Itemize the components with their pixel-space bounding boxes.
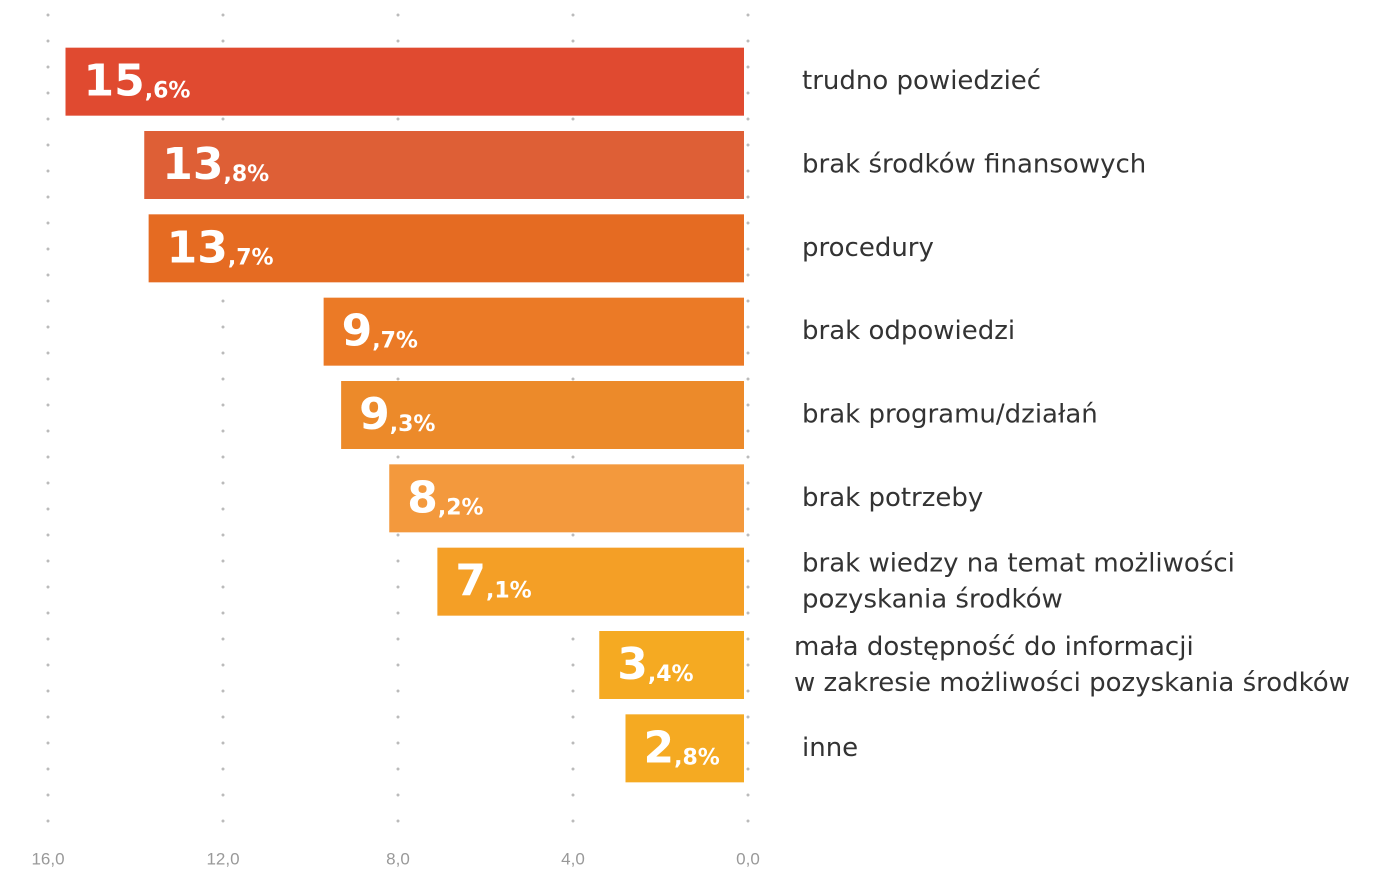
x-tick-label: 12,0 [206,849,239,868]
category-label: mała dostępność do informacji w zakresie … [794,632,1350,698]
bar [65,47,744,116]
bar [148,214,744,283]
category-label: brak programu/działań [802,400,1098,430]
bar [599,631,744,699]
value-label: 8,2% [407,472,483,523]
value-label: 9,3% [359,389,435,440]
bar [144,131,744,199]
x-tick-label: 16,0 [31,849,64,868]
value-label: 3,4% [617,639,693,690]
bar [389,464,744,533]
bar [323,297,744,366]
bar [341,381,744,449]
bar [437,547,744,616]
category-label: procedury [802,233,934,263]
bar [625,714,744,783]
x-tick-label: 8,0 [386,849,410,868]
value-label: 7,1% [455,556,531,607]
value-label: 15,6% [84,56,191,107]
category-label: brak środków finansowych [802,150,1146,180]
value-label: 13,8% [162,139,269,190]
value-label: 13,7% [167,222,274,273]
value-label: 9,7% [342,306,418,357]
x-tick-label: 0,0 [736,849,760,868]
category-label: brak potrzeby [802,483,983,513]
x-tick-label: 4,0 [561,849,585,868]
category-label: brak odpowiedzi [802,316,1015,346]
category-label: brak wiedzy na temat możliwości pozyskani… [802,548,1235,614]
category-label: trudno powiedzieć [802,66,1041,96]
value-label: 2,8% [644,722,720,773]
category-label: inne [802,733,858,763]
